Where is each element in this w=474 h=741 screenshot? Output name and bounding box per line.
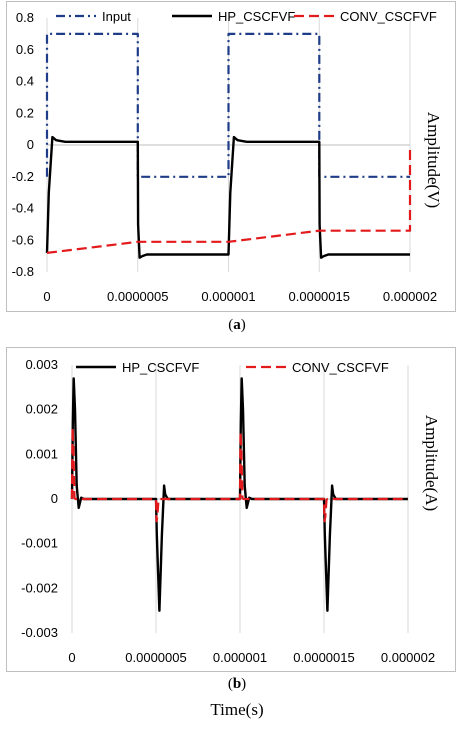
chart-a-series-hp-cscfvf-line (45, 135, 410, 259)
chart-b-series-conv-cscfvf-line (70, 426, 408, 523)
chart-a-legend-label-input: Input (102, 9, 131, 24)
chart-a-y-tick-label: 0.6 (16, 42, 34, 57)
chart-a-svg: 0 0.0000005 0.000001 0.0000015 0.000002 0.8 0.… (12, 9, 443, 304)
chart-b-y-tick-label: -0.001 (21, 536, 58, 551)
chart-a-y-tick-label: -0.8 (12, 264, 34, 279)
chart-b-x-tick-label: 0.000001 (213, 650, 267, 665)
chart-b-x-tick-label: 0 (68, 650, 75, 665)
caption-b-open: ( (227, 676, 233, 692)
caption-b-close: ) (241, 676, 247, 692)
chart-a-y-tick-label: 0.2 (16, 105, 34, 120)
chart-panel-b (6, 347, 456, 672)
caption-a-letter: a (233, 317, 241, 333)
chart-b-legend-label-hp-cscfvf: HP_CSCFVF (122, 360, 199, 375)
chart-a-x-tick-label: 0 (43, 289, 50, 304)
caption-b: (b) (0, 676, 474, 693)
chart-b-svg: 0 0.0000005 0.000001 0.0000015 0.000002 0.003… (21, 357, 441, 665)
chart-b-x-tick-label: 0.0000005 (125, 650, 186, 665)
chart-b-x-tick-label: 0.000002 (381, 650, 435, 665)
x-axis-label: Time(s) (210, 700, 264, 719)
chart-a-legend-label-hp-cscfvf: HP_CSCFVF (218, 9, 295, 24)
chart-a-y-axis-title: Amplitude(V) (424, 112, 443, 208)
chart-b-x-tick-label: 0.0000015 (293, 650, 354, 665)
chart-a-series-input-line (45, 32, 410, 178)
chart-b-y-axis-title: Amplitude(A) (422, 415, 441, 511)
caption-a-close: ) (240, 317, 246, 333)
chart-a-y-tick-label: 0 (27, 137, 34, 152)
chart-a-y-tick-label: -0.2 (12, 169, 34, 184)
chart-b-y-tick-label: -0.003 (21, 625, 58, 640)
chart-b-y-tick-label: 0.002 (25, 402, 58, 417)
caption-a-open: ( (228, 317, 234, 333)
chart-b-y-tick-label: -0.002 (21, 580, 58, 595)
chart-a-x-tick-label: 0.0000005 (107, 289, 168, 304)
chart-a-y-tick-label: 0.4 (16, 74, 34, 89)
caption-b-letter: b (232, 676, 242, 692)
chart-a-x-tick-label: 0.0000015 (289, 289, 350, 304)
chart-a-legend-label-conv-cscfvf: CONV_CSCFVF (340, 9, 437, 24)
chart-a-x-tick-label: 0.000002 (383, 289, 437, 304)
chart-panel-a (6, 1, 456, 312)
caption-a: (a) (0, 317, 474, 334)
chart-b-y-tick-label: 0.001 (25, 446, 58, 461)
chart-a-y-tick-label: -0.6 (12, 232, 34, 247)
chart-a-series-conv-cscfvf-line (46, 145, 412, 254)
chart-b-y-tick-label: 0.003 (25, 357, 58, 372)
chart-a-y-tick-label: 0.8 (16, 10, 34, 25)
chart-b-legend-label-conv-cscfvf: CONV_CSCFVF (292, 360, 389, 375)
chart-b-y-tick-label: 0 (51, 491, 58, 506)
chart-a-y-tick-label: -0.4 (12, 201, 34, 216)
chart-a-x-tick-label: 0.000001 (201, 289, 255, 304)
